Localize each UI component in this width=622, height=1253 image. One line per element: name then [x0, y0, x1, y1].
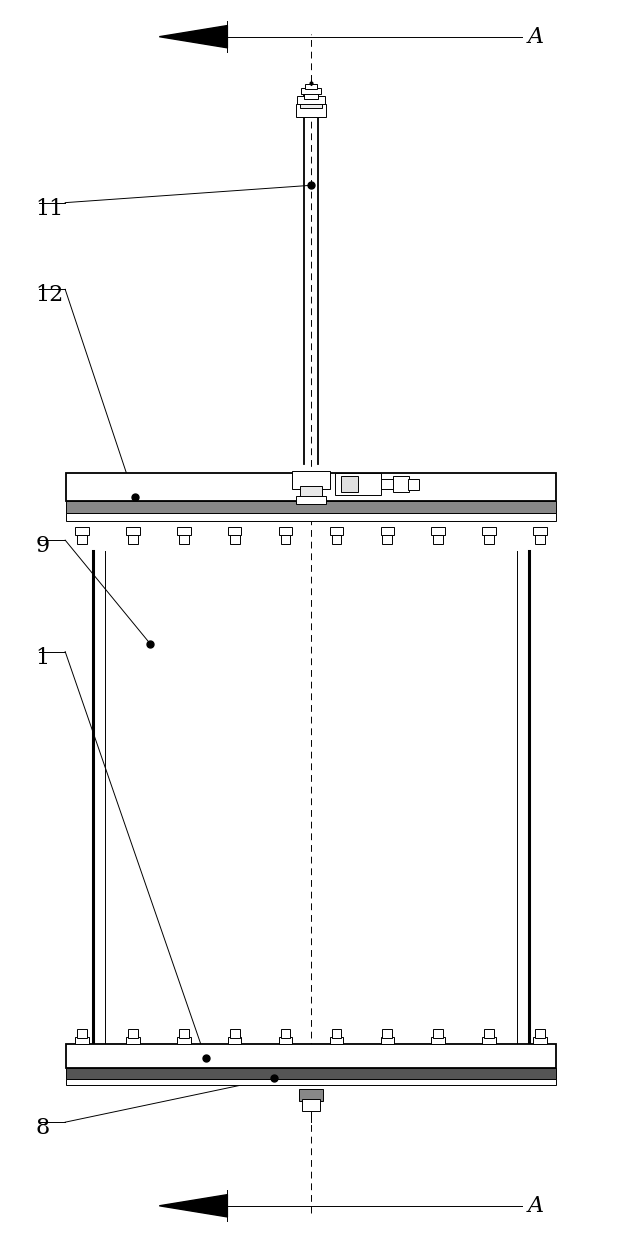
Bar [126, 528, 139, 535]
Bar [407, 479, 419, 490]
Bar [300, 486, 322, 497]
Bar [295, 104, 327, 118]
Bar [535, 535, 545, 544]
Bar [483, 1036, 496, 1044]
Bar [381, 480, 396, 489]
Bar [434, 535, 443, 544]
Bar [341, 476, 358, 492]
Text: A: A [527, 1195, 544, 1217]
Bar [332, 1029, 341, 1037]
Bar [335, 474, 381, 495]
Bar [332, 535, 341, 544]
Bar [301, 88, 321, 94]
Bar [434, 1029, 443, 1037]
Bar [393, 476, 409, 492]
Bar [75, 528, 89, 535]
Bar [230, 1029, 239, 1037]
Bar [281, 1029, 290, 1037]
Bar [67, 1044, 555, 1068]
Text: A: A [527, 26, 544, 48]
Bar [305, 84, 317, 89]
Bar [299, 1089, 323, 1100]
Bar [383, 1029, 392, 1037]
Bar [485, 535, 494, 544]
Bar [230, 535, 239, 544]
Bar [432, 528, 445, 535]
Bar [330, 528, 343, 535]
Bar [128, 535, 137, 544]
Polygon shape [159, 1194, 228, 1217]
Bar [77, 535, 87, 544]
Bar [75, 1036, 89, 1044]
Bar [228, 528, 241, 535]
Bar [300, 99, 322, 108]
Bar [228, 1036, 241, 1044]
Bar [128, 1029, 137, 1037]
Text: 11: 11 [35, 198, 63, 219]
Bar [67, 514, 555, 521]
Bar [179, 1029, 188, 1037]
Bar [330, 1036, 343, 1044]
Bar [67, 474, 555, 501]
Bar [533, 1036, 547, 1044]
Bar [297, 96, 325, 104]
Text: 12: 12 [35, 284, 63, 307]
Bar [304, 91, 318, 99]
Bar [67, 1068, 555, 1079]
Bar [295, 495, 327, 504]
Bar [485, 1029, 494, 1037]
Bar [281, 535, 290, 544]
Text: 8: 8 [35, 1118, 50, 1139]
Bar [177, 1036, 190, 1044]
Text: 9: 9 [35, 535, 50, 558]
Polygon shape [159, 25, 228, 48]
Text: 1: 1 [35, 647, 50, 669]
Bar [126, 1036, 139, 1044]
Bar [67, 1079, 555, 1085]
Bar [533, 528, 547, 535]
Bar [279, 528, 292, 535]
Bar [483, 528, 496, 535]
Bar [535, 1029, 545, 1037]
Bar [77, 1029, 87, 1037]
Bar [302, 1099, 320, 1111]
Bar [67, 501, 555, 514]
Bar [432, 1036, 445, 1044]
Bar [381, 528, 394, 535]
Bar [381, 1036, 394, 1044]
Bar [179, 535, 188, 544]
Bar [292, 471, 330, 489]
Bar [383, 535, 392, 544]
Bar [177, 528, 190, 535]
Bar [279, 1036, 292, 1044]
